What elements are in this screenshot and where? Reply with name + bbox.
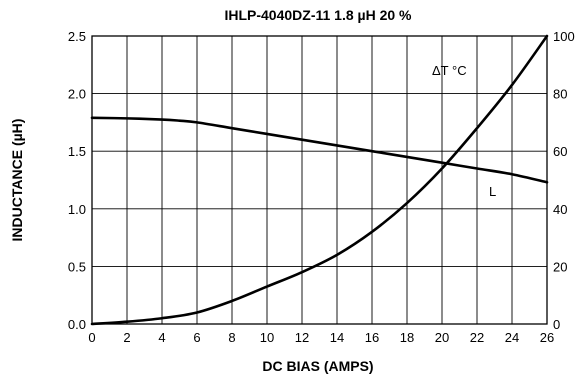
x-tick-label: 12 — [295, 330, 309, 345]
series-label-l: L — [489, 184, 496, 199]
y-tick-label: 1.5 — [68, 144, 86, 159]
x-tick-label: 8 — [228, 330, 235, 345]
y2-tick-label: 60 — [553, 144, 567, 159]
x-tick-label: 18 — [400, 330, 414, 345]
y-tick-label: 0.0 — [68, 317, 86, 332]
x-tick-label: 14 — [330, 330, 344, 345]
chart-title: IHLP-4040DZ-11 1.8 µH 20 % — [224, 7, 412, 23]
inductance-line — [90, 116, 549, 184]
x-tick-label: 22 — [470, 330, 484, 345]
y-tick-label: 0.5 — [68, 259, 86, 274]
x-tick-label: 0 — [88, 330, 95, 345]
series — [90, 34, 549, 326]
x-axis-label: DC BIAS (AMPS) — [262, 358, 373, 374]
x-tick-label: 6 — [193, 330, 200, 345]
temperature-rise-line — [90, 34, 549, 326]
x-tick-label: 20 — [435, 330, 449, 345]
y-axis-label: INDUCTANCE (µH) — [9, 119, 25, 242]
grid — [92, 36, 547, 324]
y2-tick-label: 80 — [553, 87, 567, 102]
x-tick-label: 4 — [158, 330, 165, 345]
y-tick-label: 2.0 — [68, 87, 86, 102]
y2-tick-label: 100 — [553, 29, 575, 44]
x-tick-label: 26 — [540, 330, 554, 345]
tick-labels: 0 2 4 6 8 10 12 14 16 18 20 22 24 260.00.51.01.52.02.… — [68, 29, 575, 345]
x-tick-label: 24 — [505, 330, 519, 345]
x-tick-label: 10 — [260, 330, 274, 345]
y-tick-label: 1.0 — [68, 202, 86, 217]
y2-tick-label: 20 — [553, 259, 567, 274]
y-tick-label: 2.5 — [68, 29, 86, 44]
x-tick-label: 16 — [365, 330, 379, 345]
y2-tick-label: 40 — [553, 202, 567, 217]
y2-tick-label: 0 — [553, 317, 560, 332]
series-label-delta-t: ΔT °C — [432, 63, 467, 78]
x-tick-label: 2 — [123, 330, 130, 345]
plot-frame — [91, 35, 548, 325]
